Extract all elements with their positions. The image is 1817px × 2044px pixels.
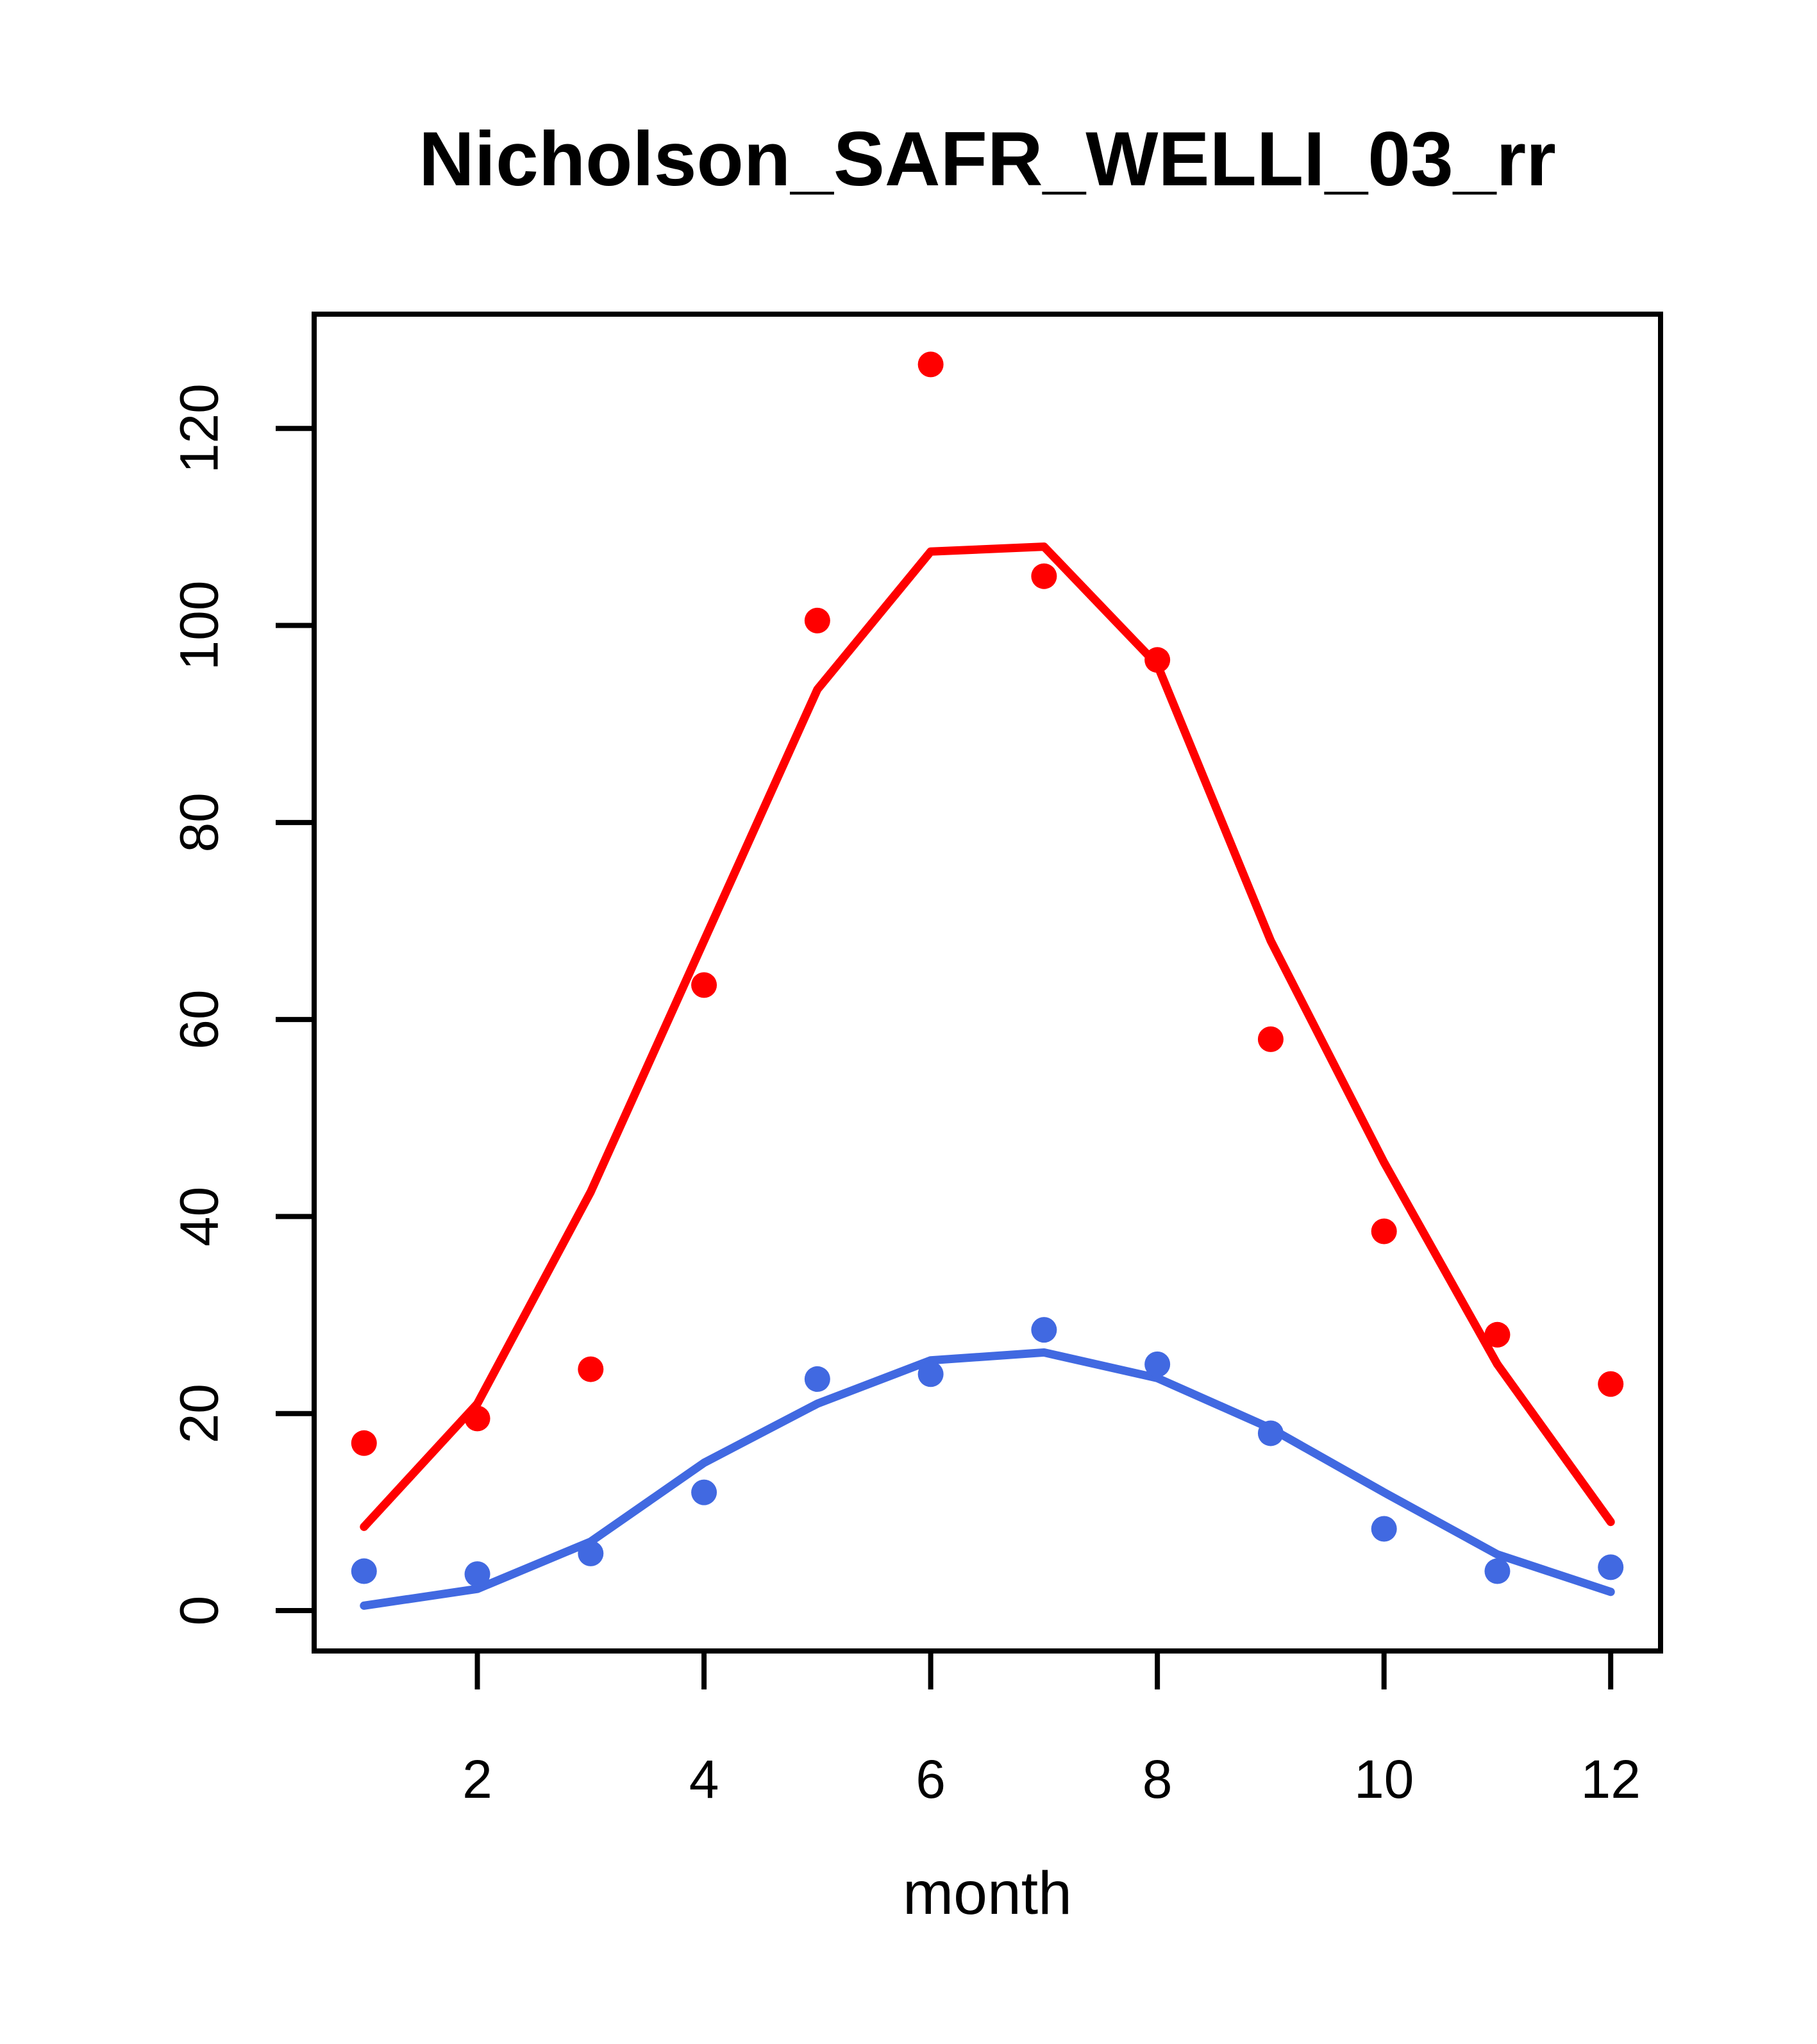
x-axis-tick-label: 12 xyxy=(1581,1749,1641,1809)
y-axis-tick-label: 40 xyxy=(169,1187,229,1246)
x-axis-tick-label: 8 xyxy=(1143,1749,1173,1809)
blue-observed-marker xyxy=(917,1361,944,1387)
red-observed-marker xyxy=(691,972,717,998)
y-axis-tick-label: 100 xyxy=(169,580,229,670)
plot-box xyxy=(312,312,1663,1654)
x-axis-tick-label: 10 xyxy=(1354,1749,1414,1809)
y-axis-tick-label: 0 xyxy=(169,1596,229,1626)
red-observed-marker xyxy=(1257,1026,1284,1052)
x-axis-tick-label: 4 xyxy=(689,1749,719,1809)
x-axis-tick-label: 6 xyxy=(916,1749,946,1809)
blue-observed-marker xyxy=(1031,1317,1057,1343)
x-axis-label: month xyxy=(903,1859,1072,1927)
blue-observed-marker xyxy=(1371,1516,1397,1542)
blue-observed-marker xyxy=(464,1561,490,1587)
blue-observed-marker xyxy=(804,1366,830,1392)
blue-observed-marker xyxy=(1144,1351,1171,1377)
red-observed-marker xyxy=(464,1405,490,1432)
blue-fitted-line xyxy=(360,1348,1615,1610)
red-observed-marker xyxy=(1598,1371,1624,1397)
red-observed-marker xyxy=(1371,1218,1397,1244)
y-axis-tick-label: 80 xyxy=(169,792,229,852)
red-observed-marker xyxy=(917,351,944,378)
blue-observed-marker xyxy=(578,1540,604,1566)
x-axis-tick-label: 2 xyxy=(462,1749,492,1809)
red-observed-marker xyxy=(804,607,830,633)
red-observed-marker xyxy=(1484,1321,1511,1348)
y-axis-tick-label: 120 xyxy=(169,383,229,473)
blue-observed-marker xyxy=(691,1479,717,1505)
red-observed-marker xyxy=(351,1430,377,1456)
red-observed-marker xyxy=(1144,647,1171,673)
blue-observed-marker xyxy=(1598,1554,1624,1580)
red-fitted-line xyxy=(360,542,1615,1531)
y-axis-tick-label: 60 xyxy=(169,989,229,1049)
red-observed-marker xyxy=(578,1356,604,1382)
chart-title: Nicholson_SAFR_WELLI_03_rr xyxy=(419,116,1556,202)
red-observed-marker xyxy=(1031,563,1057,589)
blue-observed-marker xyxy=(1484,1558,1511,1584)
blue-observed-marker xyxy=(351,1558,377,1584)
y-axis-tick-label: 20 xyxy=(169,1384,229,1443)
blue-observed-marker xyxy=(1257,1420,1284,1446)
